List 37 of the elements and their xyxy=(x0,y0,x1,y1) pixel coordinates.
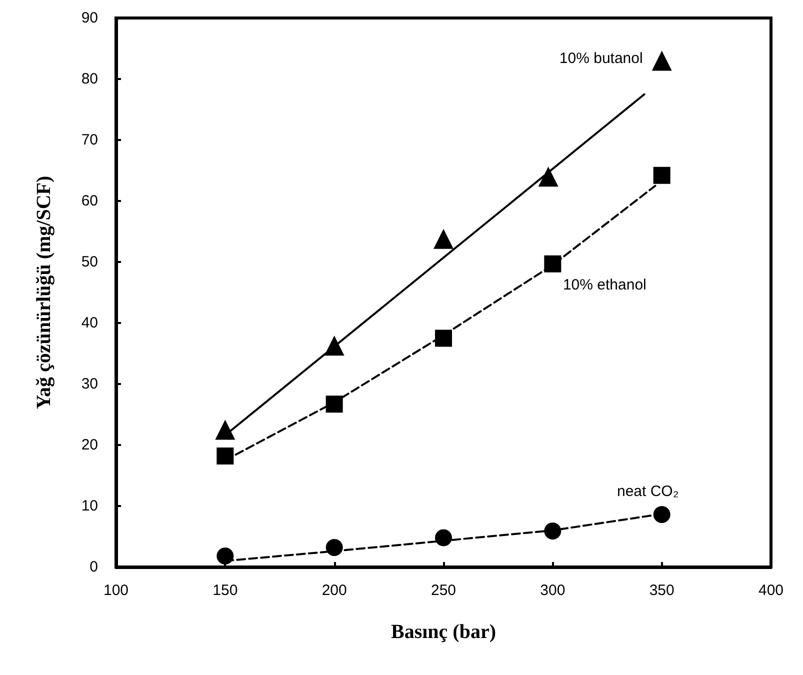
y-tick-label: 90 xyxy=(81,10,98,26)
point xyxy=(434,228,454,249)
y-tick-label: 20 xyxy=(81,436,98,454)
x-tick-label: 200 xyxy=(322,582,347,599)
series-label: 10% butanol xyxy=(559,50,643,68)
x-tick-label: 400 xyxy=(758,582,784,599)
point xyxy=(326,396,343,413)
point xyxy=(653,166,670,184)
point xyxy=(544,255,562,272)
point xyxy=(216,447,234,464)
x-tick-label: 150 xyxy=(212,582,238,599)
y-tick-label: 0 xyxy=(90,558,98,576)
x-axis-title: Basınç (bar) xyxy=(391,621,496,643)
y-tick-label: 60 xyxy=(81,192,98,210)
series-label: neat CO₂ xyxy=(616,483,679,500)
x-tick-label: 350 xyxy=(649,582,674,599)
x-tick-label: 300 xyxy=(540,582,566,599)
y-tick-label: 70 xyxy=(81,132,98,148)
series-label: 10% ethanol xyxy=(562,276,646,294)
y-tick-label: 80 xyxy=(81,70,98,88)
point xyxy=(324,336,344,356)
y-tick-label: 10 xyxy=(81,498,98,514)
point xyxy=(538,166,558,187)
y-axis-title: Yağ çözünürlüğü (mg/SCF) xyxy=(33,176,55,410)
point xyxy=(435,330,452,347)
y-tick-label: 30 xyxy=(81,376,98,392)
point xyxy=(215,420,236,440)
point xyxy=(216,548,234,565)
x-tick-label: 250 xyxy=(430,582,456,599)
x-tick-label: 100 xyxy=(103,582,129,599)
point xyxy=(326,538,343,556)
point xyxy=(652,50,672,71)
y-tick-label: 50 xyxy=(81,254,98,270)
y-tick-label: 40 xyxy=(81,314,98,332)
point xyxy=(435,529,452,546)
point xyxy=(653,506,670,524)
point xyxy=(544,522,562,540)
